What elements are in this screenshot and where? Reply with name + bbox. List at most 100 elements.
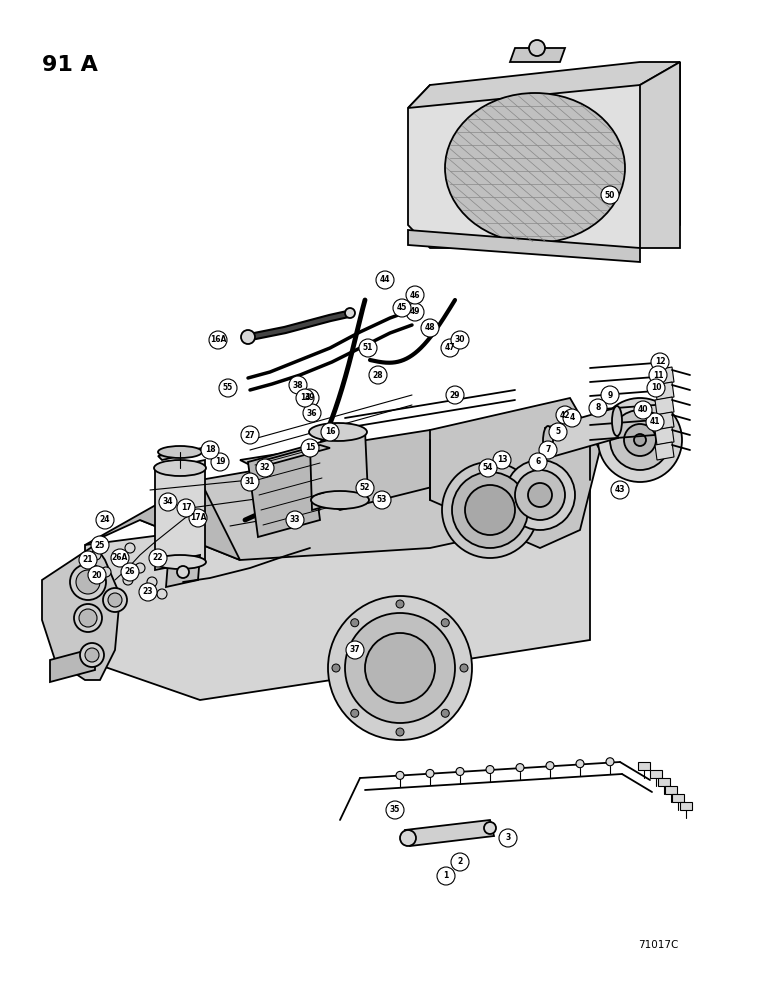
Circle shape [406,286,424,304]
Polygon shape [158,448,202,460]
Circle shape [147,577,157,587]
Text: 49: 49 [410,308,420,316]
Polygon shape [655,427,674,445]
Circle shape [91,550,101,560]
Text: 5: 5 [555,428,560,436]
Text: 48: 48 [425,324,435,332]
Ellipse shape [158,446,202,458]
Bar [638,762,650,770]
Polygon shape [655,412,674,430]
Circle shape [465,485,515,535]
Circle shape [369,366,387,384]
Circle shape [113,555,123,565]
Bar [658,778,670,786]
Text: 27: 27 [245,430,256,440]
Circle shape [451,853,469,871]
Text: 23: 23 [143,587,154,596]
Circle shape [421,319,439,337]
Circle shape [91,536,109,554]
Circle shape [442,462,538,558]
Polygon shape [430,398,600,548]
Circle shape [563,409,581,427]
Text: 26: 26 [125,568,135,576]
Text: 22: 22 [153,554,163,562]
Polygon shape [310,430,368,510]
Circle shape [441,339,459,357]
Text: 12: 12 [655,358,665,366]
Circle shape [286,511,304,529]
Ellipse shape [154,460,206,476]
Circle shape [400,830,416,846]
Polygon shape [140,420,590,560]
Polygon shape [248,445,320,537]
Circle shape [634,434,646,446]
Circle shape [393,299,411,317]
Circle shape [396,600,404,608]
Text: 53: 53 [377,495,388,504]
Circle shape [332,664,340,672]
Text: 1: 1 [443,871,449,880]
Polygon shape [166,555,200,587]
Circle shape [321,423,339,441]
Text: 43: 43 [615,486,625,494]
Circle shape [356,479,374,497]
Ellipse shape [309,423,367,441]
Circle shape [108,593,122,607]
Circle shape [446,386,464,404]
Polygon shape [655,382,674,400]
Circle shape [396,771,404,779]
Circle shape [486,766,494,774]
Circle shape [346,641,364,659]
Text: 44: 44 [380,275,391,284]
Circle shape [437,867,455,885]
Circle shape [451,331,469,349]
Polygon shape [405,820,494,846]
Text: 7: 7 [545,446,550,454]
Circle shape [296,389,314,407]
Circle shape [516,764,524,772]
Circle shape [456,768,464,776]
Circle shape [493,451,511,469]
Text: 50: 50 [604,190,615,200]
Circle shape [546,762,554,770]
Text: 39: 39 [305,393,315,402]
Text: 21: 21 [83,556,93,564]
Ellipse shape [154,555,206,569]
Text: 19: 19 [215,458,225,466]
Text: 16A: 16A [210,336,226,344]
Circle shape [241,426,259,444]
Circle shape [301,389,319,407]
Text: 55: 55 [223,383,233,392]
Circle shape [201,441,219,459]
Polygon shape [85,480,240,560]
Text: 46: 46 [410,290,420,300]
Circle shape [241,473,259,491]
Text: 6: 6 [535,458,540,466]
Polygon shape [42,545,120,680]
Circle shape [611,481,629,499]
Circle shape [123,575,133,585]
Circle shape [539,441,557,459]
Circle shape [345,613,455,723]
Text: 36: 36 [306,408,317,418]
Circle shape [529,40,545,56]
Circle shape [177,499,195,517]
Polygon shape [240,430,460,510]
Circle shape [74,604,102,632]
Circle shape [159,493,177,511]
Circle shape [528,483,552,507]
Circle shape [484,822,496,834]
Circle shape [442,709,449,717]
Polygon shape [655,367,674,385]
Circle shape [303,404,321,422]
Bar [672,794,684,802]
Circle shape [499,829,517,847]
Circle shape [96,511,114,529]
Text: 29: 29 [450,390,460,399]
Circle shape [149,549,167,567]
Circle shape [76,570,100,594]
Text: 8: 8 [595,403,601,412]
Circle shape [460,664,468,672]
Text: 42: 42 [560,410,571,420]
Circle shape [606,758,614,766]
